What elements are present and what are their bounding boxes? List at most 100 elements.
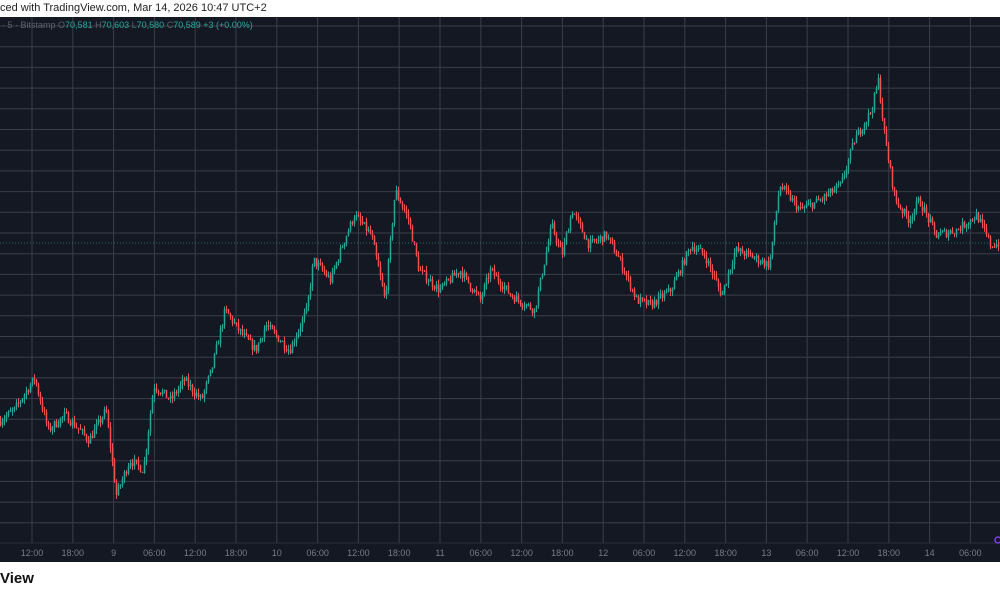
candle-up: [863, 124, 866, 131]
candle-down: [321, 264, 324, 270]
candle-up: [95, 423, 98, 429]
candle-up: [707, 260, 710, 264]
candle-up: [647, 300, 650, 305]
close-label: C: [166, 20, 174, 30]
candle-down: [285, 349, 288, 351]
candle-up: [81, 429, 84, 431]
candle-down: [709, 260, 712, 268]
candle-down: [91, 435, 94, 438]
candle-up: [29, 384, 32, 392]
candle-up: [765, 261, 768, 267]
candle-down: [619, 256, 622, 258]
candle-up: [929, 218, 932, 222]
candle-up: [21, 398, 24, 402]
candle-down: [501, 286, 504, 290]
candle-down: [425, 271, 428, 282]
candle-down: [351, 221, 354, 224]
tradingview-logo-text: View: [0, 570, 34, 587]
candle-up: [753, 257, 756, 259]
candle-down: [83, 429, 86, 435]
candle-down: [627, 275, 630, 278]
candle-down: [879, 77, 882, 103]
candle-down: [507, 285, 510, 294]
candle-down: [631, 289, 634, 291]
candle-up: [395, 189, 398, 201]
top-caption-bar: ced with TradingView.com, Mar 14, 2026 1…: [0, 0, 1000, 17]
candle-down: [557, 242, 560, 244]
candle-down: [87, 439, 90, 444]
candle-up: [299, 327, 302, 332]
candle-down: [413, 241, 416, 244]
candle-down: [155, 388, 158, 391]
candle-up: [117, 485, 120, 495]
candle-down: [887, 145, 890, 161]
x-axis-tick-label: 13: [761, 548, 771, 558]
candle-down: [513, 297, 516, 302]
candle-up: [873, 92, 876, 111]
candle-up: [307, 296, 310, 307]
candle-down: [35, 379, 38, 385]
candle-down: [383, 285, 386, 296]
candle-down: [235, 322, 238, 324]
candle-up: [563, 242, 566, 255]
candle-down: [319, 262, 322, 265]
candle-up: [71, 420, 74, 426]
candle-up: [827, 192, 830, 197]
candle-down: [997, 244, 1000, 247]
candle-up: [739, 248, 742, 252]
candle-down: [371, 233, 374, 237]
candle-down: [401, 203, 404, 208]
candle-up: [865, 121, 868, 125]
candle-down: [825, 194, 828, 197]
candle-down: [403, 207, 406, 211]
chart-pane[interactable]: 12:00 18:00 9 06:00 12:00 18:00 10 06:00 12:00 18…: [0, 17, 1000, 562]
candle-down: [457, 273, 460, 275]
candle-down: [461, 271, 464, 279]
candle-down: [85, 434, 88, 440]
candle-up: [941, 230, 944, 233]
candle-up: [9, 410, 12, 412]
candle-up: [313, 257, 316, 267]
candle-up: [723, 285, 726, 294]
candle-down: [375, 244, 378, 257]
candle-down: [715, 275, 718, 281]
candle-down: [135, 459, 138, 461]
candle-down: [787, 189, 790, 193]
candle-down: [605, 231, 608, 239]
candle-down: [669, 288, 672, 292]
candle-up: [459, 271, 462, 275]
candle-up: [523, 306, 526, 308]
candle-down: [373, 236, 376, 245]
candle-up: [995, 244, 998, 248]
candle-up: [815, 198, 818, 203]
candle-down: [521, 304, 524, 307]
candle-down: [991, 246, 994, 248]
candle-down: [497, 275, 500, 282]
candle-up: [769, 257, 772, 268]
candle-down: [927, 213, 930, 222]
candle-up: [877, 77, 880, 88]
candle-up: [215, 344, 218, 354]
candle-up: [975, 212, 978, 220]
candle-up: [585, 238, 588, 240]
candle-up: [219, 328, 222, 344]
candle-up: [481, 294, 484, 300]
candle-up: [569, 217, 572, 232]
candle-up: [567, 231, 570, 234]
candle-down: [491, 268, 494, 270]
candle-down: [201, 395, 204, 398]
candle-up: [533, 308, 536, 314]
candle-up: [317, 262, 320, 267]
x-axis-tick-label: 18:00: [551, 548, 574, 558]
candle-down: [251, 339, 254, 351]
candle-down: [113, 461, 116, 483]
x-axis-tick-label: 12:00: [184, 548, 207, 558]
candle-down: [601, 236, 604, 242]
candle-down: [225, 309, 228, 311]
candlestick-chart[interactable]: 12:00 18:00 9 06:00 12:00 18:00 10 06:00 12:00 18…: [0, 17, 1000, 562]
candle-down: [869, 112, 872, 114]
candle-up: [695, 250, 698, 252]
candle-down: [717, 280, 720, 287]
candle-down: [379, 266, 382, 276]
time-axis: [0, 543, 1000, 562]
